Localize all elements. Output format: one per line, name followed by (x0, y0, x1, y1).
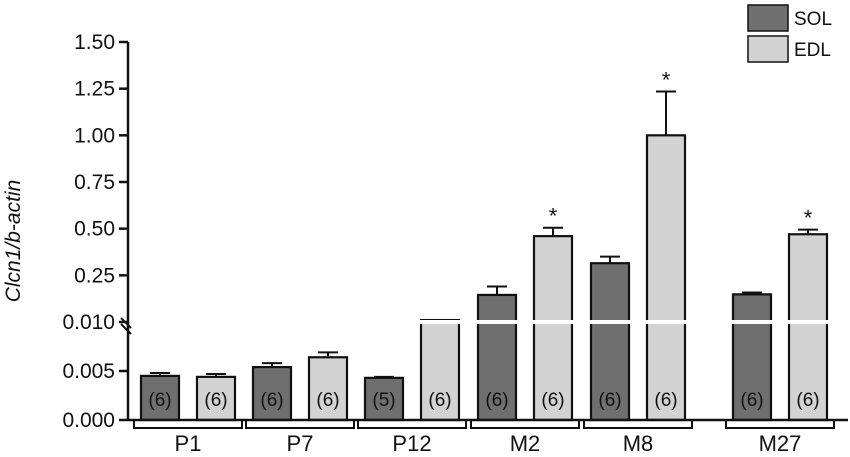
n-label: (6) (204, 390, 227, 411)
group-bracket (133, 420, 243, 429)
group-bracket (357, 420, 467, 429)
n-label: (6) (541, 390, 564, 411)
bar-sol-m8 (589, 262, 631, 422)
n-label: (6) (316, 390, 339, 411)
legend-label-sol: SOL (794, 9, 832, 30)
significance-marker: * (804, 206, 813, 231)
bar-edl-m27 (787, 233, 829, 422)
y-tick-label: 1.00 (74, 124, 115, 147)
axis-break-mark (120, 317, 132, 329)
n-label: (5) (372, 390, 395, 411)
legend-swatch-edl (747, 35, 789, 63)
n-label: (6) (740, 390, 763, 411)
y-tick-label: 0.000 (62, 409, 115, 432)
y-tick-label: 0.005 (62, 360, 115, 383)
y-axis-label: Clcn1/b-actin (2, 180, 25, 303)
group-bracket (245, 420, 355, 429)
axis-break-mark (120, 323, 132, 335)
n-label: (6) (598, 390, 621, 411)
x-tick-label-m2: M2 (510, 431, 541, 456)
legend-swatch-sol (747, 4, 789, 32)
bar-edl-p1 (195, 375, 237, 422)
bars: (6) (6) (6) (6) (5) (6) (6) (6) * (6) (6) * (6) (6) * (132, 67, 850, 422)
legend: SOL EDL (747, 4, 832, 63)
y-tick-label: 1.25 (74, 78, 115, 101)
x-tick-label-p7: P7 (287, 431, 314, 456)
n-label: (6) (148, 390, 171, 411)
bar-edl-m8 (645, 134, 687, 422)
bar-sol-m2 (476, 293, 518, 422)
n-label: (6) (654, 390, 677, 411)
significance-marker: * (549, 204, 558, 229)
y-tick-label: 1.50 (74, 31, 115, 54)
significance-marker: * (662, 67, 671, 92)
group-bracket (583, 420, 693, 429)
y-tick-label: 0.75 (74, 171, 115, 194)
x-tick-label-m27: M27 (759, 431, 802, 456)
x-tick-label-m8: M8 (623, 431, 654, 456)
y-tick-label: 0.010 (62, 311, 115, 334)
legend-label-edl: EDL (794, 40, 831, 61)
bar-sol-m27 (731, 293, 773, 422)
group-bracket (725, 420, 835, 429)
x-tick-label-p12: P12 (392, 431, 431, 456)
n-label: (6) (260, 390, 283, 411)
y-tick-label: 0.50 (74, 218, 115, 241)
y-tick-label: 0.25 (74, 264, 115, 287)
x-tick-label-p1: P1 (175, 431, 202, 456)
n-label: (6) (796, 390, 819, 411)
axis-break-band (132, 320, 850, 324)
group-bracket (470, 420, 580, 429)
n-label: (6) (485, 390, 508, 411)
bar-sol-p1 (139, 374, 181, 422)
x-axis: P1 P7 P12 M2 M8 M27 (128, 418, 848, 456)
bar-edl-p12 (419, 318, 461, 422)
n-label: (6) (428, 390, 451, 411)
y-axis: 0.000 0.005 0.010 0.25 0.50 0.75 1.00 1.25 1.50 C… (2, 31, 132, 432)
